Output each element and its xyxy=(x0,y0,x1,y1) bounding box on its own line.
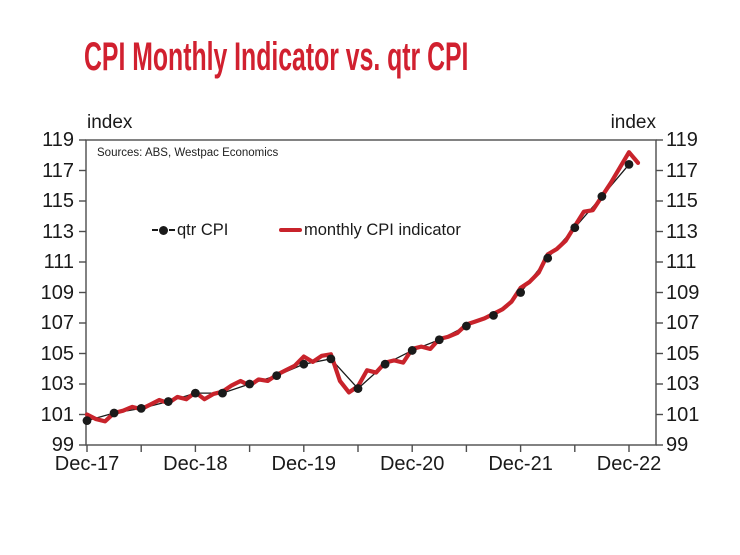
qtr-cpi-marker xyxy=(245,379,254,389)
qtr-cpi-marker xyxy=(82,416,92,425)
qtr-cpi-legend-line-icon xyxy=(152,229,158,231)
y-axis-tick-label-left: 105 xyxy=(40,342,74,365)
legend-label-monthly-cpi: monthly CPI indicator xyxy=(304,220,461,239)
qtr-cpi-marker xyxy=(190,388,200,398)
qtr-cpi-marker xyxy=(109,408,119,418)
y-axis-tick-label-right: 101 xyxy=(666,403,700,426)
y-axis-tick-label-right: 107 xyxy=(666,312,700,334)
qtr-cpi-marker xyxy=(299,359,309,369)
y-axis-tick-label-right: 113 xyxy=(666,220,698,243)
qtr-cpi-legend-marker-icon xyxy=(159,225,168,235)
qtr-cpi-marker xyxy=(434,335,444,345)
x-axis-tick-label: Dec-18 xyxy=(163,453,228,475)
y-axis-tick-label-right: 115 xyxy=(666,190,698,212)
x-axis-tick-label: Dec-22 xyxy=(596,453,662,475)
qtr-cpi-marker xyxy=(163,397,173,406)
qtr-cpi-marker xyxy=(570,223,580,233)
y-axis-tick-label-left: 119 xyxy=(42,129,74,151)
y-axis-tick-label-left: 101 xyxy=(40,403,74,426)
qtr-cpi-marker xyxy=(272,371,282,381)
y-axis-tick-label-left: 113 xyxy=(42,220,74,243)
qtr-cpi-marker xyxy=(489,310,498,320)
y-axis-tick-label-right: 111 xyxy=(666,251,697,273)
y-axis-tick-label-right: 119 xyxy=(666,129,698,151)
qtr-cpi-marker xyxy=(624,160,634,169)
y-axis-tick-label-right: 109 xyxy=(666,281,700,304)
qtr-cpi-marker xyxy=(516,288,525,297)
y-axis-tick-label-right: 117 xyxy=(666,159,698,182)
legend-item-monthly-cpi: monthly CPI indicator xyxy=(279,220,461,240)
qtr-cpi-marker xyxy=(218,388,227,398)
y-axis-tick-label-left: 117 xyxy=(42,159,74,182)
legend-item-qtr-cpi: qtr CPI xyxy=(152,220,228,240)
qtr-cpi-marker xyxy=(136,404,146,413)
y-axis-tick-label-left: 115 xyxy=(42,190,74,212)
y-axis-tick-label-left: 111 xyxy=(43,251,74,273)
y-axis-tick-label-left: 103 xyxy=(40,373,74,395)
qtr-cpi-marker xyxy=(461,321,471,331)
y-axis-tick-label-right: 105 xyxy=(666,342,700,365)
x-axis-tick-label: Dec-17 xyxy=(54,453,120,475)
x-axis-tick-label: Dec-20 xyxy=(379,453,445,475)
x-axis-tick-label: Dec-21 xyxy=(488,453,553,475)
qtr-cpi-marker xyxy=(543,253,553,263)
qtr-cpi-marker xyxy=(597,192,607,201)
y-axis-tick-label-left: 99 xyxy=(51,434,74,456)
qtr-cpi-marker xyxy=(407,346,417,355)
y-axis-tick-label-left: 107 xyxy=(40,312,74,334)
y-axis-unit-label-right: index xyxy=(610,112,656,133)
y-axis-tick-label-right: 103 xyxy=(666,373,700,395)
legend-label-qtr-cpi: qtr CPI xyxy=(177,220,229,239)
monthly-cpi-line xyxy=(84,150,641,424)
source-note: Sources: ABS, Westpac Economics xyxy=(97,147,279,159)
qtr-cpi-marker xyxy=(353,384,363,393)
y-axis-tick-label-left: 109 xyxy=(40,281,74,304)
y-axis-tick-label-right: 99 xyxy=(666,434,689,456)
qtr-cpi-marker xyxy=(326,354,336,364)
qtr-cpi-legend-line-icon xyxy=(169,229,175,231)
monthly-cpi-legend-line-icon xyxy=(279,227,302,233)
y-axis-unit-label-left: index xyxy=(87,112,133,133)
x-axis-tick-label: Dec-19 xyxy=(271,453,337,475)
qtr-cpi-marker xyxy=(380,359,390,369)
chart-title: CPI Monthly Indicator vs. qtr CPI xyxy=(84,35,469,79)
